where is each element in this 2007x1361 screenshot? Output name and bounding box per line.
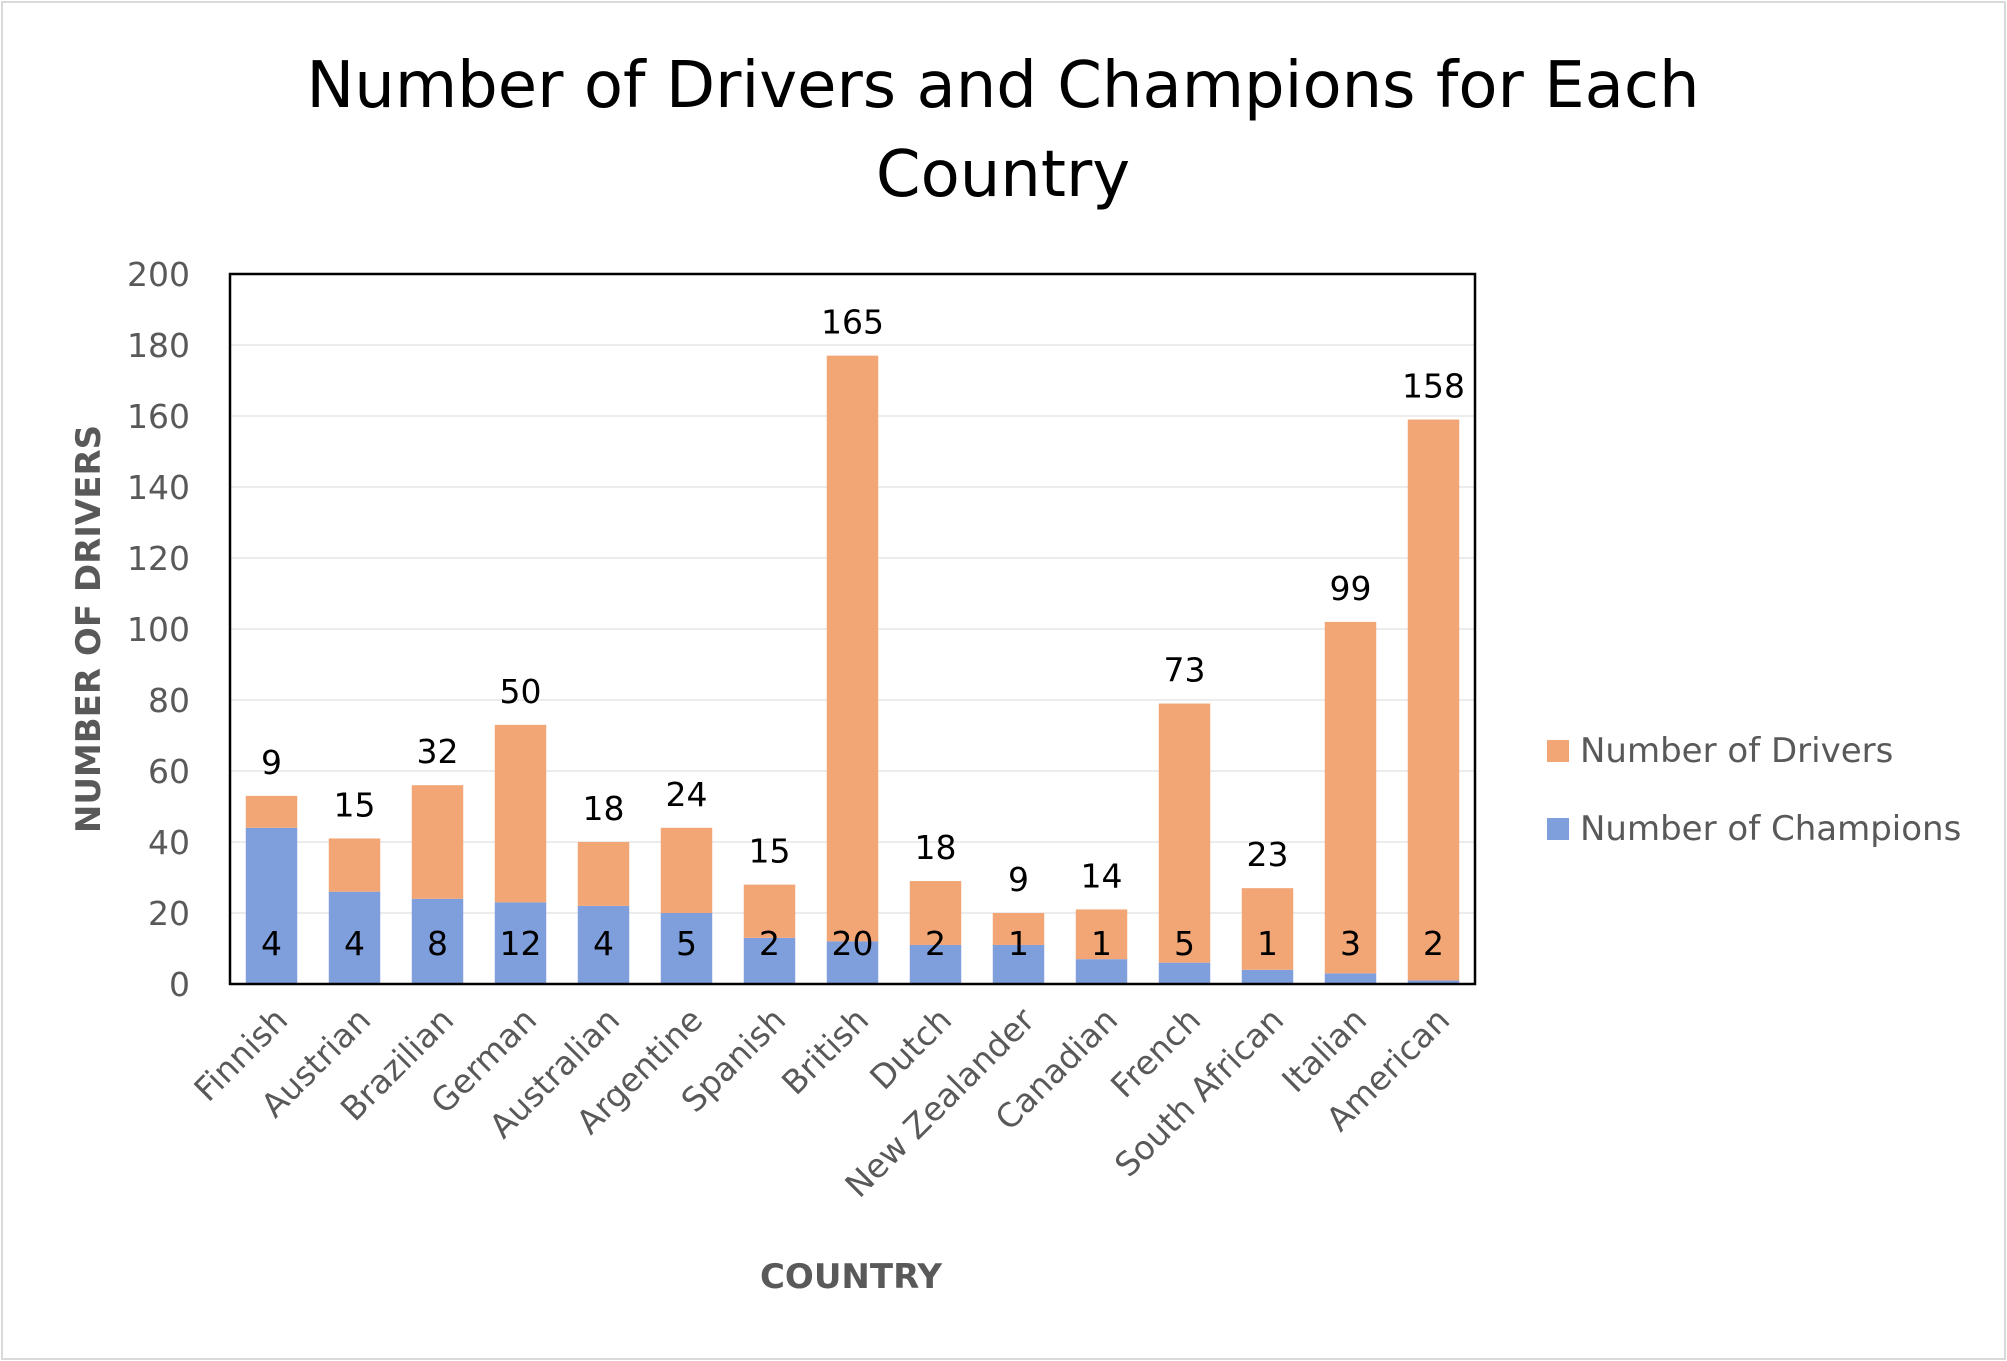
data-label-drivers-american: 158	[1402, 367, 1465, 406]
y-tick-label-100: 100	[127, 610, 190, 649]
y-tick-label-140: 140	[127, 468, 190, 507]
data-label-champions-south-african: 1	[1257, 924, 1278, 963]
bar-champions-south-african	[1241, 969, 1294, 984]
chart-title-line-1: Number of Drivers and Champions for Each	[306, 49, 1699, 123]
data-label-champions-british: 20	[832, 924, 874, 963]
bar-drivers-brazilian	[411, 785, 464, 899]
x-axis-title: COUNTRY	[760, 1257, 942, 1297]
bar-drivers-spanish	[743, 884, 796, 938]
data-label-champions-french: 5	[1174, 924, 1195, 963]
bar-champions-new-zealander	[992, 944, 1045, 984]
legend-label-champions: Number of Champions	[1580, 809, 1961, 849]
bar-drivers-new-zealander	[992, 913, 1045, 945]
legend-label-drivers: Number of Drivers	[1580, 731, 1893, 771]
y-tick-label-20: 20	[148, 894, 190, 933]
bar-champions-argentine	[660, 913, 713, 984]
bar-drivers-american	[1407, 419, 1460, 981]
y-tick-label-200: 200	[127, 255, 190, 294]
data-label-champions-australian: 4	[593, 924, 614, 963]
legend-swatch-champions	[1547, 818, 1569, 840]
y-axis-title: NUMBER OF DRIVERS	[69, 425, 109, 833]
data-label-champions-american: 2	[1423, 924, 1444, 963]
data-label-champions-argentine: 5	[676, 924, 697, 963]
bar-drivers-canadian	[1075, 909, 1128, 960]
data-label-drivers-italian: 99	[1330, 569, 1372, 608]
data-label-drivers-austrian: 15	[334, 785, 376, 824]
data-label-drivers-australian: 18	[583, 789, 625, 828]
bar-drivers-argentine	[660, 827, 713, 913]
data-label-drivers-spanish: 15	[749, 832, 791, 871]
data-label-drivers-finnish: 9	[261, 743, 282, 782]
legend-swatch-drivers	[1547, 740, 1569, 762]
data-label-champions-canadian: 1	[1091, 924, 1112, 963]
bar-champions-italian	[1324, 973, 1377, 984]
data-label-champions-austrian: 4	[344, 924, 365, 963]
bars	[245, 355, 1460, 984]
data-label-drivers-new-zealander: 9	[1008, 860, 1029, 899]
bar-drivers-finnish	[245, 795, 298, 828]
plot-area-frame	[228, 272, 1477, 986]
bar-champions-finnish	[245, 827, 298, 984]
bar-champions-british	[826, 941, 879, 984]
bar-drivers-dutch	[909, 881, 962, 945]
y-tick-label-160: 160	[127, 397, 190, 436]
bar-drivers-british	[826, 355, 879, 942]
data-label-drivers-french: 73	[1164, 651, 1206, 690]
y-tick-label-0: 0	[169, 965, 190, 1004]
bar-drivers-australian	[577, 842, 630, 906]
bar-champions-french	[1158, 962, 1211, 984]
y-axis-tick-labels: 0 20 40 60 80 100 120 140 160 180 200	[127, 255, 190, 1004]
y-tick-label-40: 40	[148, 823, 190, 862]
data-label-drivers-german: 50	[500, 672, 542, 711]
data-label-drivers-dutch: 18	[915, 828, 957, 867]
legend: Number of Drivers Number of Champions	[1547, 731, 1961, 849]
data-label-drivers-british: 165	[821, 303, 884, 342]
bar-champions-dutch	[909, 944, 962, 984]
y-tick-label-180: 180	[127, 326, 190, 365]
bar-drivers-austrian	[328, 838, 381, 892]
bar-drivers-italian	[1324, 621, 1377, 974]
bar-champions-australian	[577, 905, 630, 984]
data-label-drivers-brazilian: 32	[417, 732, 459, 771]
data-labels: 4941583212504185242152016521819114573123…	[261, 303, 1465, 963]
chart-title-line-2: Country	[876, 138, 1130, 212]
bar-drivers-south-african	[1241, 888, 1294, 970]
data-label-drivers-south-african: 23	[1247, 835, 1289, 874]
data-label-champions-italian: 3	[1340, 924, 1361, 963]
y-tick-label-80: 80	[148, 681, 190, 720]
data-label-champions-dutch: 2	[925, 924, 946, 963]
bar-drivers-german	[494, 724, 547, 903]
bar-champions-canadian	[1075, 959, 1128, 984]
bar-champions-german	[494, 902, 547, 984]
data-label-drivers-argentine: 24	[666, 775, 708, 814]
bar-champions-american	[1407, 980, 1460, 984]
data-label-champions-finnish: 4	[261, 924, 282, 963]
data-label-champions-brazilian: 8	[427, 924, 448, 963]
bar-champions-austrian	[328, 891, 381, 984]
bar-drivers-french	[1158, 703, 1211, 963]
y-tick-label-120: 120	[127, 539, 190, 578]
data-label-drivers-canadian: 14	[1081, 856, 1123, 895]
y-tick-label-60: 60	[148, 752, 190, 791]
bar-champions-brazilian	[411, 898, 464, 984]
data-label-champions-new-zealander: 1	[1008, 924, 1029, 963]
bar-champions-spanish	[743, 937, 796, 984]
data-label-champions-german: 12	[500, 924, 542, 963]
data-label-champions-spanish: 2	[759, 924, 780, 963]
